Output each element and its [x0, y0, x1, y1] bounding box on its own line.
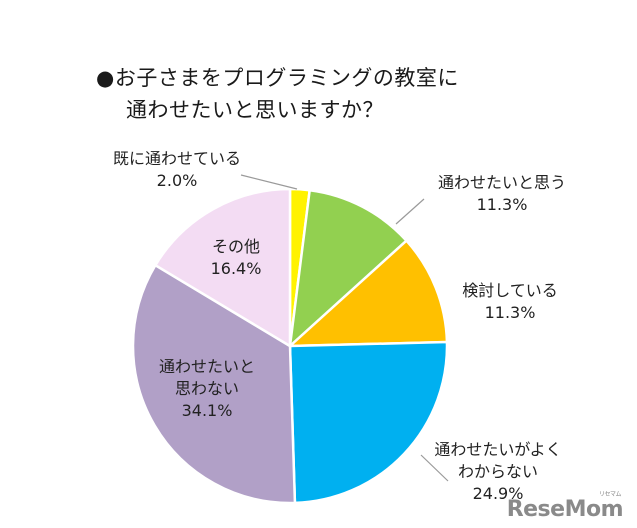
chart-title-line-1: ●お子さまをプログラミングの教室に [96, 66, 459, 90]
chart-title: ●お子さまをプログラミングの教室に 通わせたいと思いますか？ [96, 62, 459, 126]
pie-slice-3 [288, 340, 449, 505]
slice-label-s5-line-1: 16.4% [211, 259, 262, 278]
slice-label-s2-line-0: 検討している [462, 281, 558, 300]
resemom-logo: ReseMom リセマム [506, 491, 624, 522]
leader-lines [240, 174, 449, 482]
slice-label-s1-line-0: 通わせたいと思う [438, 173, 566, 192]
pie-slices [131, 187, 449, 505]
leader-line-s3 [420, 454, 449, 482]
slice-label-s0-line-0: 既に通わせている [113, 149, 241, 168]
slice-labels: 既に通わせている 2.0% 通わせたいと思う 11.3% 検討している 11.3% 通わせた… [113, 149, 566, 503]
pie-slice-2 [286, 238, 449, 348]
slice-label-s4-line-1: 思わない [175, 379, 239, 398]
logo-small-text: リセマム [598, 491, 622, 498]
slice-label-s5-line-0: その他 [212, 237, 260, 256]
leader-line-s1 [395, 198, 425, 225]
slice-label-s3-line-2: 24.9% [473, 484, 524, 503]
slice-label-s4-line-0: 通わせたいと [159, 357, 255, 376]
slice-label-s1-line-1: 11.3% [477, 195, 528, 214]
slice-label-s0-line-1: 2.0% [157, 171, 198, 190]
slice-label-s3-line-0: 通わせたいがよく [434, 440, 561, 459]
pie-slice-5 [153, 187, 292, 349]
leader-line-s0 [240, 174, 298, 190]
logo-text: ReseMom [506, 497, 624, 522]
pie-slice-4 [131, 263, 297, 505]
slice-label-s2-line-1: 11.3% [485, 303, 536, 322]
pie-slice-1 [288, 188, 409, 350]
slice-label-s4-line-2: 34.1% [182, 401, 233, 420]
chart-title-line-2: 通わせたいと思いますか？ [126, 98, 384, 122]
slice-label-s3-line-1: わからない [458, 462, 538, 481]
